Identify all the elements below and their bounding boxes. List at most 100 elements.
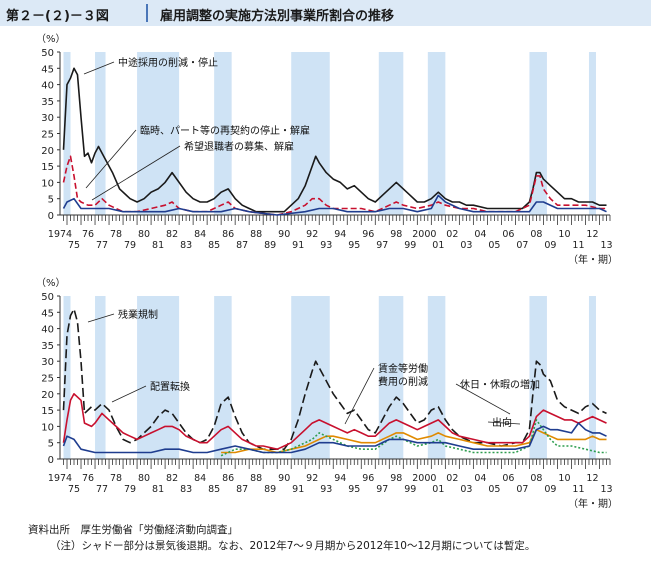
annotation-label: 配置転換 — [150, 381, 190, 393]
annotation-label: 希望退職者の募集、解雇 — [184, 140, 294, 153]
x-tick-label: 92 — [306, 473, 318, 484]
annotation-leader — [487, 421, 521, 425]
x-tick-label: 88 — [250, 473, 262, 484]
recession-band — [63, 52, 71, 215]
y-tick-label: 0 — [48, 211, 54, 222]
x-tick-label: 91 — [292, 240, 304, 251]
x-tick-label: 81 — [152, 484, 164, 495]
x-tick-label: 13 — [600, 484, 612, 495]
y-tick-label: 30 — [41, 357, 54, 368]
figure-title: 雇用調整の実施方法別事業所割合の推移 — [160, 9, 395, 24]
recession-band — [427, 296, 446, 459]
y-tick-label: 5 — [48, 439, 54, 450]
x-tick-label: 1974 — [48, 229, 72, 240]
x-tick-label: 78 — [110, 229, 122, 240]
y-tick-label: 25 — [41, 374, 54, 385]
x-tick-label: 06 — [502, 229, 514, 240]
recession-band — [529, 296, 547, 459]
x-tick-label: 05 — [488, 240, 500, 251]
x-tick-label: 10 — [558, 229, 570, 240]
y-tick-label: 20 — [41, 390, 54, 401]
y-tick-label: 45 — [41, 64, 54, 75]
header-separator — [146, 4, 148, 22]
y-tick-label: 50 — [41, 48, 54, 59]
x-tick-label: 80 — [138, 229, 150, 240]
annotation-leader — [85, 129, 137, 189]
x-tick-label: 11 — [572, 240, 584, 251]
annotation-leader — [344, 367, 375, 425]
recession-band — [588, 296, 596, 459]
x-tick-label: 09 — [544, 240, 556, 251]
series-2-line — [62, 194, 607, 216]
x-tick-label: 98 — [390, 473, 402, 484]
y-tick-label: 10 — [41, 422, 54, 433]
x-tick-label: 94 — [334, 229, 346, 240]
x-tick-label: 12 — [586, 229, 598, 240]
x-tick-label: 79 — [124, 484, 136, 495]
recession-band — [588, 52, 596, 215]
x-tick-label: 96 — [362, 473, 374, 484]
annotation-label: 賃金等労働費用の削減 — [378, 362, 428, 388]
x-tick-label: 12 — [586, 473, 598, 484]
y-tick-label: 40 — [41, 81, 54, 92]
source-note: 資料出所 厚生労働省「労働経済動向調査」 — [28, 524, 238, 536]
x-tick-label: 77 — [96, 240, 108, 251]
y-tick-label: 35 — [41, 97, 54, 108]
x-tick-label: 2000 — [412, 473, 436, 484]
annotation-leader — [111, 385, 147, 403]
y-tick-label: 0 — [48, 455, 54, 466]
annotation-line: 費用の削減 — [378, 375, 428, 388]
x-tick-label: 08 — [530, 473, 542, 484]
y-tick-label: 15 — [41, 162, 54, 173]
series-1-line — [62, 155, 607, 216]
x-tick-label: 01 — [432, 240, 444, 251]
x-axis-label: （年・期） — [568, 497, 618, 510]
x-tick-label: 04 — [474, 473, 486, 484]
x-tick-label: 84 — [194, 229, 206, 240]
x-tick-label: 75 — [68, 240, 80, 251]
x-tick-label: 76 — [82, 229, 94, 240]
x-tick-label: 89 — [264, 240, 276, 251]
x-tick-label: 09 — [544, 484, 556, 495]
x-tick-label: 89 — [264, 484, 276, 495]
x-tick-label: 75 — [68, 484, 80, 495]
annotation-leader — [91, 145, 181, 201]
series-1-line — [62, 393, 607, 450]
y-tick-label: 40 — [41, 325, 54, 336]
annotation-leader — [83, 61, 115, 75]
x-tick-label: 87 — [236, 484, 248, 495]
x-tick-label: 90 — [278, 473, 290, 484]
x-tick-label: 83 — [180, 240, 192, 251]
recession-band — [95, 52, 106, 215]
x-tick-label: 92 — [306, 229, 318, 240]
x-tick-label: 93 — [320, 484, 332, 495]
y-tick-label: 45 — [41, 308, 54, 319]
x-tick-label: 08 — [530, 229, 542, 240]
annotation-leader — [87, 313, 115, 323]
x-axis-label: （年・期） — [568, 253, 618, 266]
x-tick-label: 80 — [138, 473, 150, 484]
x-tick-label: 02 — [446, 229, 458, 240]
annotation-leader — [455, 383, 511, 415]
x-tick-label: 94 — [334, 473, 346, 484]
series-4-line — [62, 422, 607, 454]
x-tick-label: 95 — [348, 240, 360, 251]
x-tick-label: 88 — [250, 229, 262, 240]
annotation-label: 臨時、パート等の再契約の停止・解雇 — [140, 124, 310, 137]
recession-band — [529, 52, 547, 215]
x-tick-label: 85 — [208, 484, 220, 495]
x-tick-label: 07 — [516, 240, 528, 251]
y-tick-label: 20 — [41, 146, 54, 157]
y-axis-label: （%） — [36, 277, 66, 289]
x-tick-label: 99 — [404, 484, 416, 495]
x-tick-label: 76 — [82, 473, 94, 484]
recession-band — [63, 296, 71, 459]
annotation-line: 賃金等労働 — [378, 362, 428, 375]
x-tick-label: 02 — [446, 473, 458, 484]
x-tick-label: 2000 — [412, 229, 436, 240]
x-tick-label: 78 — [110, 473, 122, 484]
x-tick-label: 03 — [460, 240, 472, 251]
